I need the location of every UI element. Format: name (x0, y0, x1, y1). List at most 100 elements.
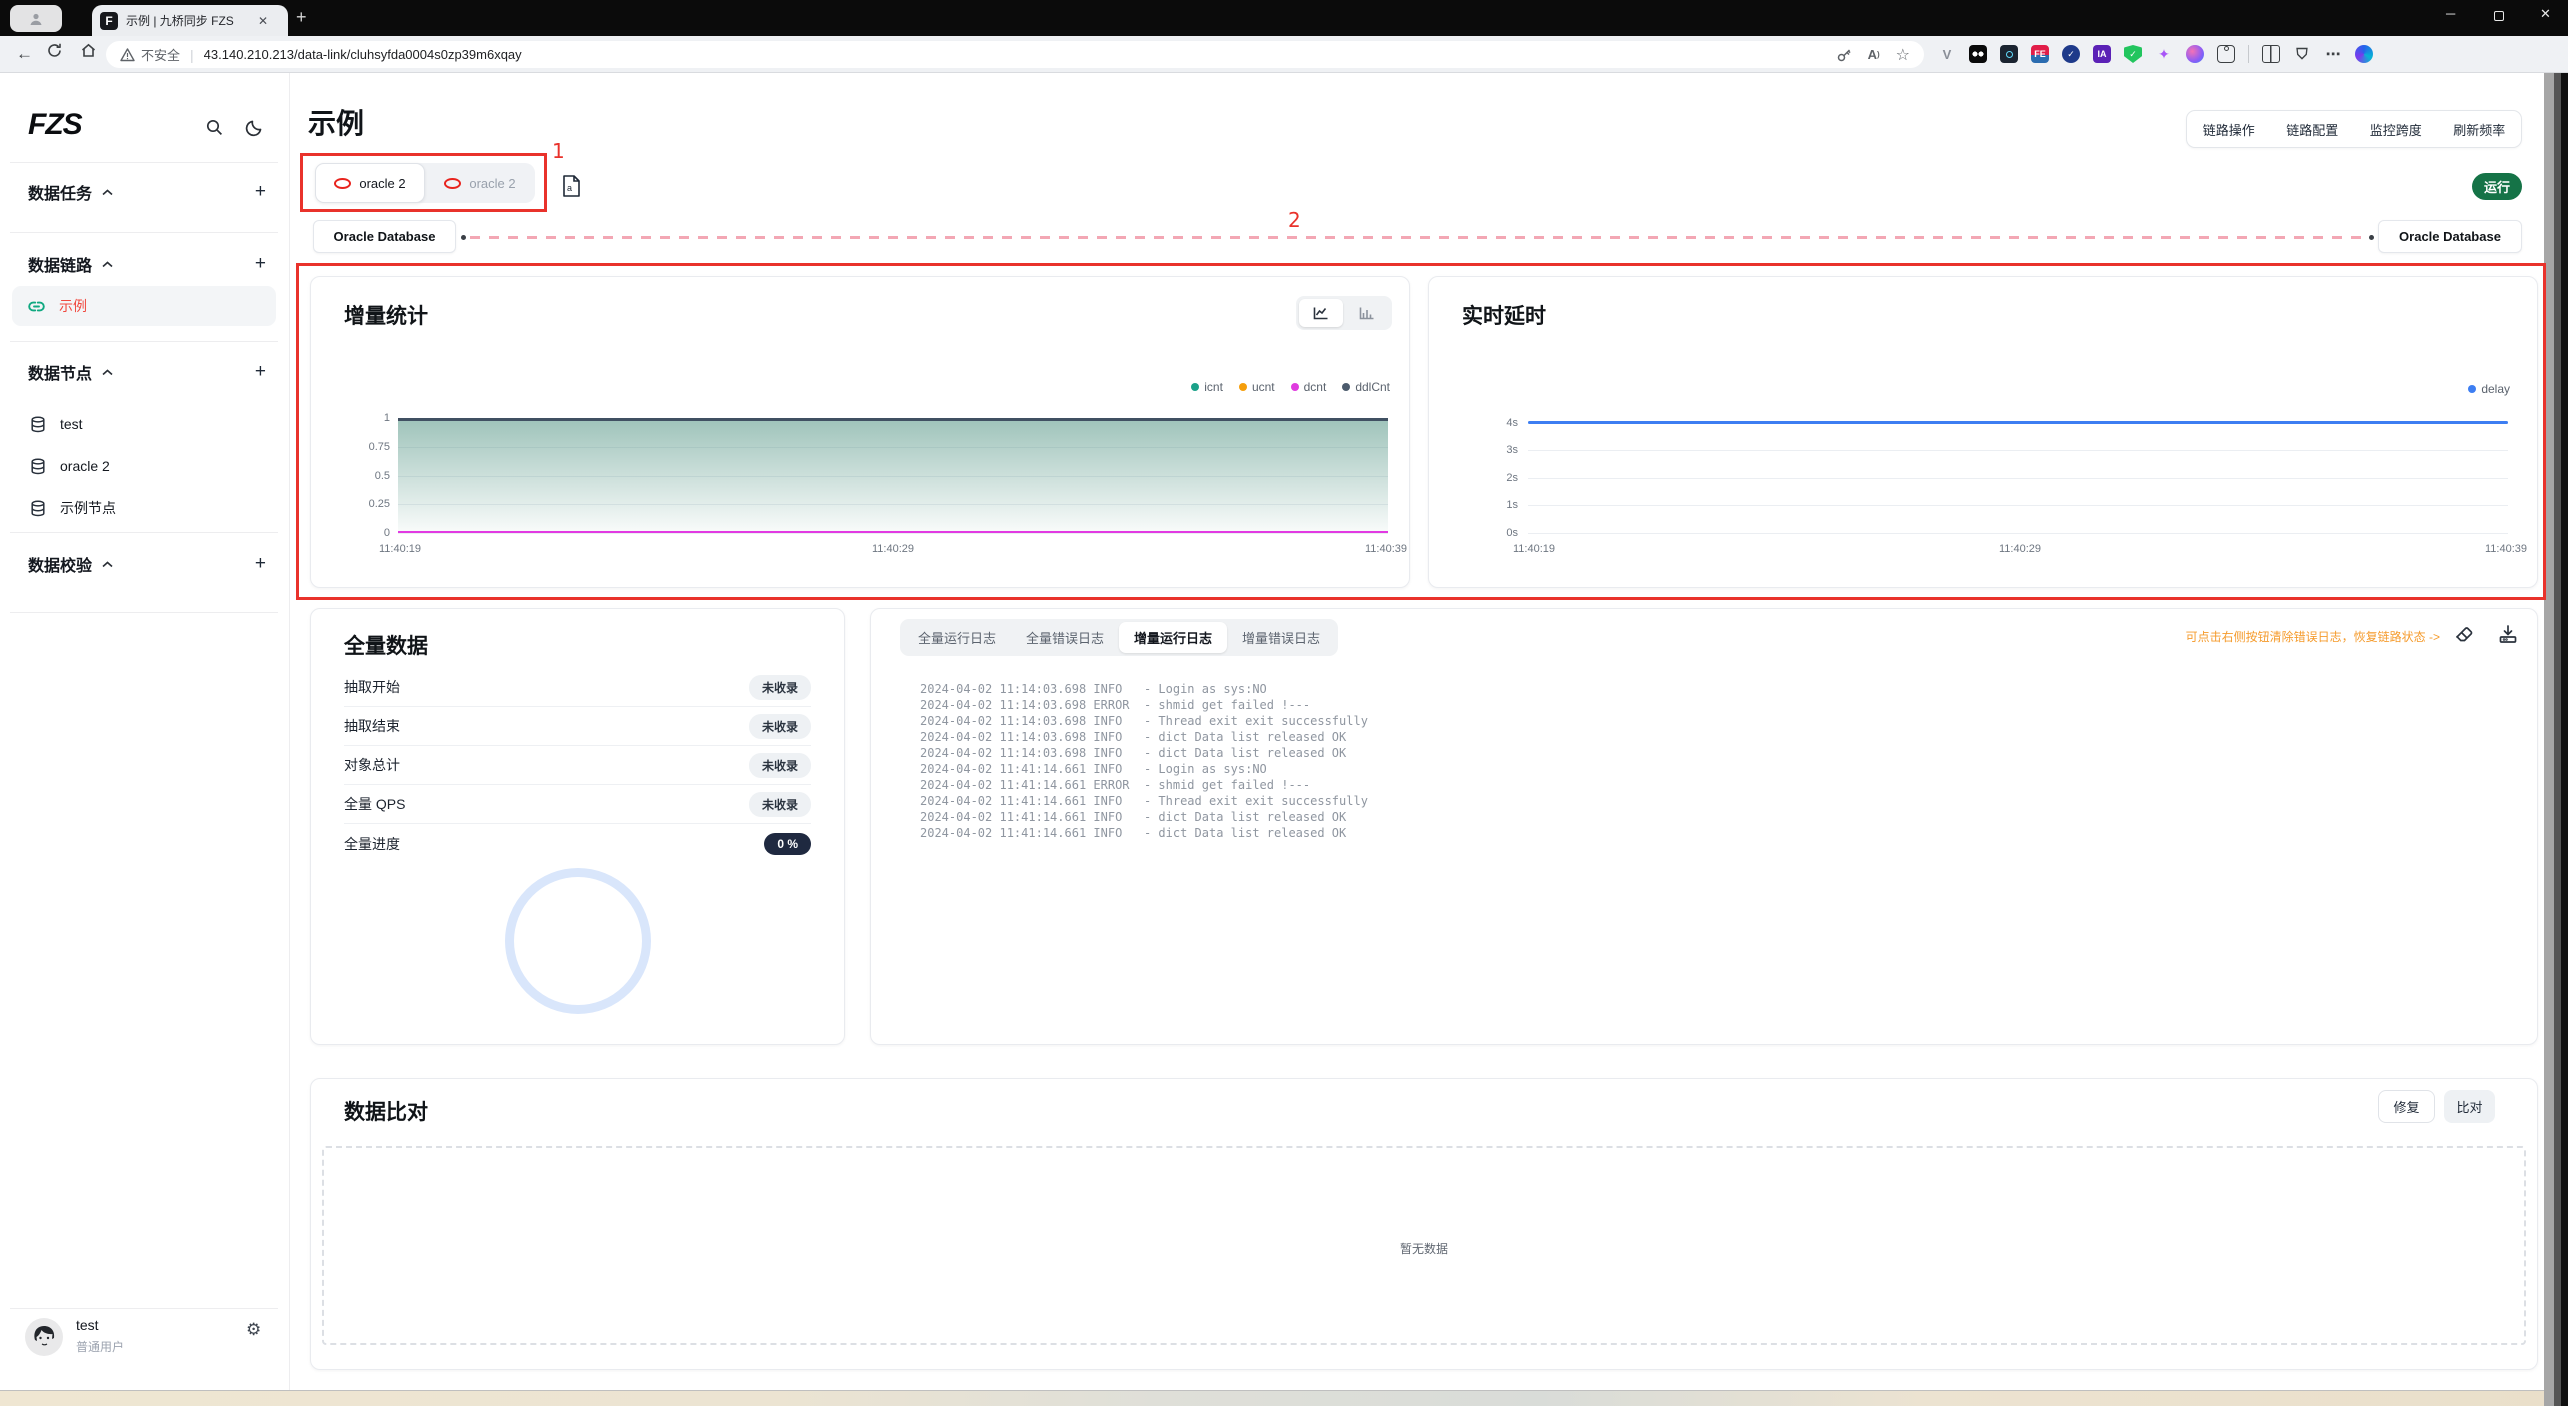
incremental-legend: icnt ucnt dcnt ddlCnt (1090, 380, 1390, 394)
tab-oracle2-inactive[interactable]: oracle 2 (425, 163, 535, 203)
tab-incremental-error-log[interactable]: 增量错误日志 (1242, 631, 1321, 646)
legend-dot (2468, 385, 2477, 393)
section-label: 数据任务 (28, 186, 93, 203)
log-line: 2024-04-02 11:14:03.698 ERROR - shmid ge… (920, 698, 1311, 712)
new-tab-button[interactable]: + (296, 7, 307, 27)
y-tick: 0.5 (374, 470, 390, 482)
stat-label: 全量 QPS (344, 796, 406, 812)
data-compare-card (310, 1078, 2538, 1370)
window-minimize-button[interactable]: ─ (2446, 6, 2456, 21)
line-chart-toggle-icon[interactable] (1299, 299, 1343, 327)
y-tick: 1s (1506, 499, 1518, 511)
delay-legend: delay (2380, 382, 2510, 396)
window-restore-button[interactable] (2494, 9, 2504, 24)
collections-icon[interactable]: ⛉ (2296, 45, 2308, 63)
fe-extension-icon[interactable]: FE (2031, 45, 2049, 63)
browser-tab[interactable]: F 示例 | 九桥同步 FZS ✕ (92, 5, 288, 36)
copilot-icon[interactable] (2355, 45, 2373, 63)
ia-extension-icon[interactable]: IA (2093, 45, 2111, 63)
legend-item-ddlCnt[interactable]: ddlCnt (1342, 380, 1390, 394)
pipeline-dashed-connector (470, 236, 2366, 239)
home-icon[interactable] (80, 42, 97, 59)
stat-row-object-total: 对象总计 未收录 (344, 746, 811, 785)
browser-profile-button[interactable] (10, 5, 62, 32)
add-link-button[interactable]: + (254, 253, 266, 274)
log-line: 2024-04-02 11:14:03.698 INFO - Thread ex… (920, 714, 1368, 728)
sidebar-item-link-example[interactable]: 示例 (12, 286, 276, 326)
read-aloud-icon[interactable]: A) (1867, 47, 1880, 62)
sidebar-section-data-validation[interactable]: 数据校验 + (28, 552, 266, 576)
eraser-icon[interactable] (2454, 623, 2476, 645)
legend-item-delay[interactable]: delay (2468, 382, 2510, 396)
monitor-span-button[interactable]: 监控跨度 (2369, 122, 2422, 138)
tab-label: oracle 2 (359, 175, 406, 191)
eyes-extension-icon[interactable] (1969, 45, 1987, 63)
full-data-title: 全量数据 (344, 635, 428, 658)
target-node-oracle-database[interactable]: Oracle Database (2378, 220, 2522, 253)
tab-close-icon[interactable]: ✕ (258, 13, 269, 28)
legend-item-dcnt[interactable]: dcnt (1290, 380, 1326, 394)
add-validation-button[interactable]: + (254, 553, 266, 574)
link-operation-button[interactable]: 链路操作 (2202, 122, 2255, 138)
add-node-button[interactable]: + (254, 361, 266, 382)
compare-empty-container (322, 1146, 2526, 1345)
security-warning-icon (120, 47, 135, 61)
stat-row-extract-start: 抽取开始 未收录 (344, 668, 811, 707)
sidebar-item-label: 示例节点 (60, 500, 116, 516)
dark-mode-moon-icon[interactable] (245, 118, 264, 137)
security-label: 不安全 (141, 48, 181, 63)
tab-full-run-log[interactable]: 全量运行日志 (918, 631, 997, 646)
window-close-button[interactable]: ✕ (2540, 6, 2551, 21)
bar-chart-toggle-icon[interactable] (1345, 299, 1389, 327)
source-node-oracle-database[interactable]: Oracle Database (313, 220, 456, 253)
gear-icon[interactable]: ⚙ (246, 1320, 262, 1339)
legend-item-icnt[interactable]: icnt (1191, 380, 1223, 394)
chevron-up-icon (102, 560, 113, 568)
tab-full-error-log[interactable]: 全量错误日志 (1026, 631, 1105, 646)
oracle-logo-icon (334, 177, 352, 189)
y-tick: 0 (383, 527, 390, 539)
refresh-rate-button[interactable]: 刷新频率 (2453, 122, 2506, 138)
scrollbar[interactable] (2554, 73, 2561, 1406)
refresh-icon[interactable] (46, 42, 63, 59)
compare-button[interactable]: 比对 (2444, 1090, 2495, 1123)
brain-extension-icon[interactable] (2186, 45, 2204, 63)
back-icon[interactable]: ← (16, 44, 33, 63)
extensions-puzzle-icon[interactable] (2217, 45, 2235, 63)
scrollbar-track[interactable] (2544, 73, 2554, 1406)
task-doc-icon[interactable]: a (561, 174, 582, 198)
sidebar-section-data-nodes[interactable]: 数据节点 + (28, 360, 266, 384)
legend-dot (1238, 383, 1247, 391)
address-bar[interactable]: 不安全 | 43.140.210.213/data-link/cluhsyfda… (106, 41, 1924, 68)
toolbar-more-icon[interactable]: ⋯ (2325, 46, 2341, 63)
favorite-star-icon[interactable]: ☆ (1895, 46, 1910, 64)
link-config-button[interactable]: 链路配置 (2286, 122, 2339, 138)
split-screen-icon[interactable] (2262, 45, 2280, 63)
y-tick: 0.25 (368, 498, 390, 510)
app-logo: FZS (28, 108, 83, 141)
sidebar-section-data-tasks[interactable]: 数据任务 + (28, 180, 266, 204)
vue-extension-icon[interactable]: V (1942, 46, 1952, 62)
sidebar-item-node-test[interactable]: test (12, 406, 276, 442)
shield-extension-icon[interactable]: ✓ (2124, 45, 2142, 63)
search-icon[interactable] (205, 118, 224, 137)
legend-item-ucnt[interactable]: ucnt (1238, 380, 1275, 394)
sidebar-section-data-links[interactable]: 数据链路 + (28, 252, 266, 276)
log-line: 2024-04-02 11:41:14.661 INFO - Thread ex… (920, 794, 1368, 808)
tab-incremental-run-log[interactable]: 增量运行日志 (1119, 622, 1228, 653)
x-tick: 11:40:39 (1364, 543, 1408, 555)
stat-label: 抽取结束 (344, 718, 400, 734)
password-key-icon[interactable] (1836, 47, 1852, 63)
check-badge-extension-icon[interactable]: ✓ (2062, 45, 2080, 63)
repair-button[interactable]: 修复 (2378, 1090, 2435, 1123)
sidebar-item-node-oracle2[interactable]: oracle 2 (12, 448, 276, 484)
y-tick: 0.75 (368, 441, 390, 453)
wand-extension-icon[interactable]: ✦ (2158, 45, 2170, 62)
react-devtools-icon[interactable] (2000, 45, 2018, 63)
url-text: 43.140.210.213/data-link/cluhsyfda0004s0… (203, 47, 522, 62)
add-task-button[interactable]: + (254, 181, 266, 202)
tab-oracle2-active[interactable]: oracle 2 (315, 163, 425, 203)
sidebar-item-node-example[interactable]: 示例节点 (12, 490, 276, 526)
download-icon[interactable] (2497, 623, 2519, 645)
avatar[interactable] (25, 1318, 63, 1356)
